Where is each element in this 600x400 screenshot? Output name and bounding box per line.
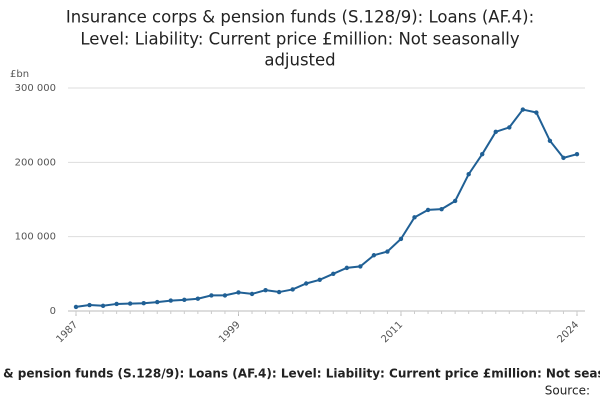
- point: [127, 301, 133, 306]
- source: Source:: [545, 384, 590, 398]
- point: [222, 293, 228, 298]
- point: [493, 129, 498, 135]
- y-tick-label: 100 000: [15, 232, 56, 243]
- point: [114, 301, 119, 307]
- point: [168, 298, 173, 303]
- point: [412, 215, 417, 220]
- footer-title: Insurance corps & pension funds (S.128/9…: [0, 367, 600, 381]
- point: [398, 236, 404, 242]
- point: [520, 107, 526, 112]
- point: [466, 172, 471, 177]
- point: [236, 290, 241, 295]
- line: [75, 108, 578, 308]
- point: [317, 277, 322, 282]
- point: [303, 281, 309, 286]
- chart-title: adjusted: [264, 51, 335, 70]
- chart-title: Insurance corps & pension funds (S.128/9…: [66, 8, 534, 27]
- point: [290, 287, 295, 292]
- point: [385, 249, 390, 254]
- point: [547, 138, 553, 143]
- point: [371, 253, 377, 258]
- point: [155, 299, 160, 305]
- point: [452, 198, 458, 204]
- point: [141, 300, 146, 306]
- point: [195, 296, 201, 301]
- point: [507, 125, 512, 130]
- x-tick-label: 1999: [217, 319, 243, 345]
- point: [209, 293, 214, 298]
- point: [331, 271, 336, 277]
- y-tick-label: 300 000: [15, 83, 56, 94]
- point: [480, 151, 485, 157]
- point: [439, 206, 444, 212]
- y-tick-label: 200 000: [15, 157, 56, 168]
- point: [276, 289, 282, 295]
- point: [574, 151, 580, 157]
- point: [100, 303, 106, 308]
- y-unit: £bn: [10, 69, 29, 80]
- point: [561, 155, 566, 161]
- point: [358, 264, 363, 269]
- point: [534, 110, 539, 115]
- chart-title: Level: Liability: Current price £million…: [80, 30, 520, 49]
- point: [344, 265, 350, 271]
- y-tick-label: 0: [50, 306, 56, 317]
- point: [425, 207, 431, 213]
- x-tick-label: 2011: [379, 319, 405, 345]
- point: [182, 297, 187, 303]
- point: [87, 302, 92, 308]
- point: [263, 287, 268, 293]
- x-tick-label: 2024: [555, 319, 581, 345]
- x-tick-label: 1987: [54, 319, 80, 345]
- point: [73, 304, 79, 310]
- point: [249, 291, 255, 297]
